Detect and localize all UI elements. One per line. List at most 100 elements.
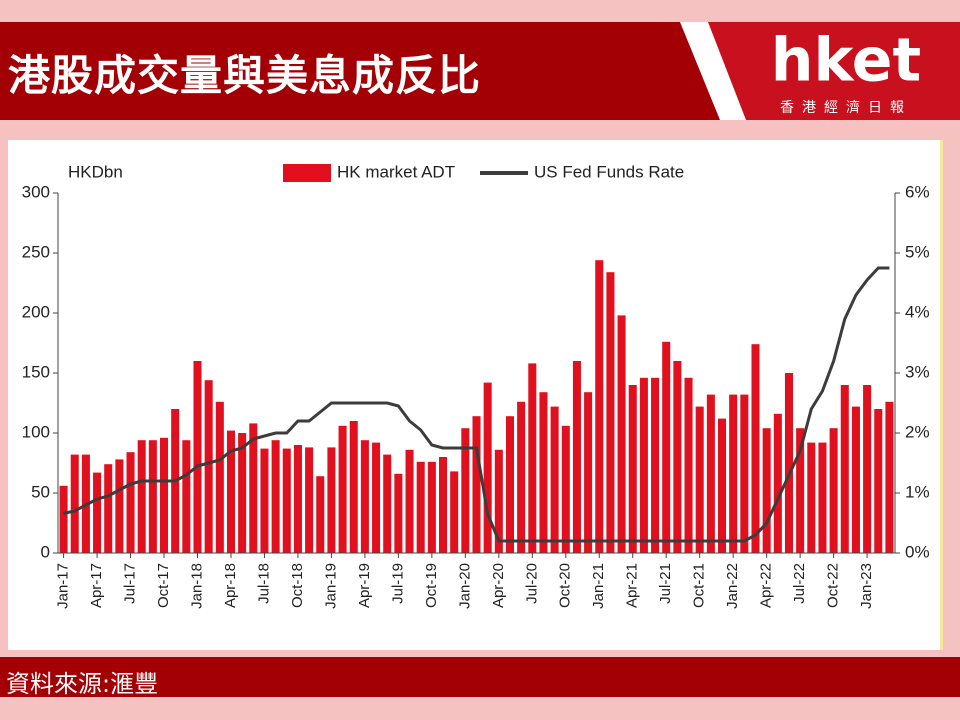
bar	[673, 361, 682, 553]
bar	[695, 406, 704, 553]
bar	[494, 449, 503, 553]
bar	[104, 464, 113, 553]
bar	[182, 440, 191, 553]
bar	[115, 459, 124, 553]
y2-tick-label: 4%	[905, 302, 930, 321]
bar	[148, 440, 157, 553]
chart: HKDbn 0 50 100 150 200 250 300 0% 1% 2% 3% 4% 5% 6% Ja…	[22, 162, 930, 609]
bar	[561, 425, 570, 553]
bar	[528, 363, 537, 553]
y2-tick-label: 0%	[905, 542, 930, 561]
y-tick-label: 100	[22, 422, 50, 441]
x-tick-label: Jan-20	[456, 563, 473, 609]
y2-tick-label: 1%	[905, 482, 930, 501]
bar	[483, 382, 492, 553]
x-tick-label: Jan-18	[188, 563, 205, 609]
y-tick-label: 50	[31, 482, 50, 501]
bar	[617, 315, 626, 553]
x-tick-label: Apr-21	[624, 563, 641, 608]
x-tick-label: Oct-17	[155, 563, 172, 608]
x-tick-label: Apr-22	[758, 563, 775, 608]
bar	[271, 440, 280, 553]
bar	[718, 418, 727, 553]
legend-swatch	[283, 164, 331, 182]
bar	[204, 380, 213, 553]
bar	[238, 433, 247, 553]
bar	[606, 272, 615, 553]
bar	[293, 445, 302, 553]
bar	[59, 485, 68, 553]
line	[63, 266, 890, 543]
x-tick-label: Apr-18	[222, 563, 239, 608]
bar	[762, 428, 771, 553]
y-tick-label: 200	[22, 302, 50, 321]
bar	[740, 394, 749, 553]
y-tick-label: 250	[22, 242, 50, 261]
bar	[126, 452, 135, 553]
x-tick-label: Jul-19	[389, 563, 406, 604]
bar	[215, 401, 224, 553]
bar	[628, 385, 637, 553]
legend-label: HK market ADT	[337, 162, 455, 181]
bar	[584, 392, 593, 553]
bar	[349, 421, 358, 553]
x-tick-label: Oct-21	[691, 563, 708, 608]
logo-text: hket	[771, 26, 921, 96]
bar	[818, 442, 827, 553]
bar	[450, 471, 459, 553]
x-tick-label: Apr-20	[490, 563, 507, 608]
bar	[305, 447, 314, 553]
y-tick-label: 150	[22, 362, 50, 381]
bar	[416, 461, 425, 553]
x-tick-label: Oct-20	[557, 563, 574, 608]
bar	[874, 409, 883, 553]
x-tick-label: Oct-18	[289, 563, 306, 608]
bar	[316, 476, 325, 553]
x-tick-label: Oct-19	[423, 563, 440, 608]
x-tick-label: Jan-22	[724, 563, 741, 609]
bar	[249, 423, 258, 553]
y2-tick-label: 6%	[905, 182, 930, 201]
y2-tick-label: 5%	[905, 242, 930, 261]
y-axis-label: HKDbn	[68, 162, 123, 181]
bar	[639, 377, 648, 553]
bar	[327, 447, 336, 553]
bar	[137, 440, 146, 553]
x-tick-label: Jul-18	[255, 563, 272, 604]
legend-label: US Fed Funds Rate	[534, 162, 684, 181]
bar	[539, 392, 548, 553]
bar	[93, 472, 102, 553]
bar	[829, 428, 838, 553]
y2-tick-label: 3%	[905, 362, 930, 381]
bar	[383, 454, 392, 553]
bar	[796, 428, 805, 553]
bar	[550, 406, 559, 553]
bar	[662, 341, 671, 553]
x-tick-label: Apr-19	[356, 563, 373, 608]
logo-box	[708, 22, 960, 120]
bar	[372, 442, 381, 553]
bar	[360, 440, 369, 553]
bar	[427, 461, 436, 553]
bar	[461, 428, 470, 553]
bar	[729, 394, 738, 553]
x-tick-label: Jul-22	[791, 563, 808, 604]
bar	[863, 385, 872, 553]
bar	[260, 448, 269, 553]
footer	[0, 657, 960, 697]
bar	[684, 377, 693, 553]
logo: hket 香港經濟日報	[680, 22, 960, 120]
bar	[517, 401, 526, 553]
bar	[193, 361, 202, 553]
bar	[885, 401, 894, 553]
bar	[773, 413, 782, 553]
bar	[572, 361, 581, 553]
y-tick-label: 0	[41, 542, 50, 561]
bar	[405, 449, 414, 553]
bar	[851, 406, 860, 553]
x-tick-label: Jan-19	[322, 563, 339, 609]
x-tick-label: Jul-17	[122, 563, 139, 604]
x-tick-label: Oct-22	[825, 563, 842, 608]
bar	[282, 448, 291, 553]
